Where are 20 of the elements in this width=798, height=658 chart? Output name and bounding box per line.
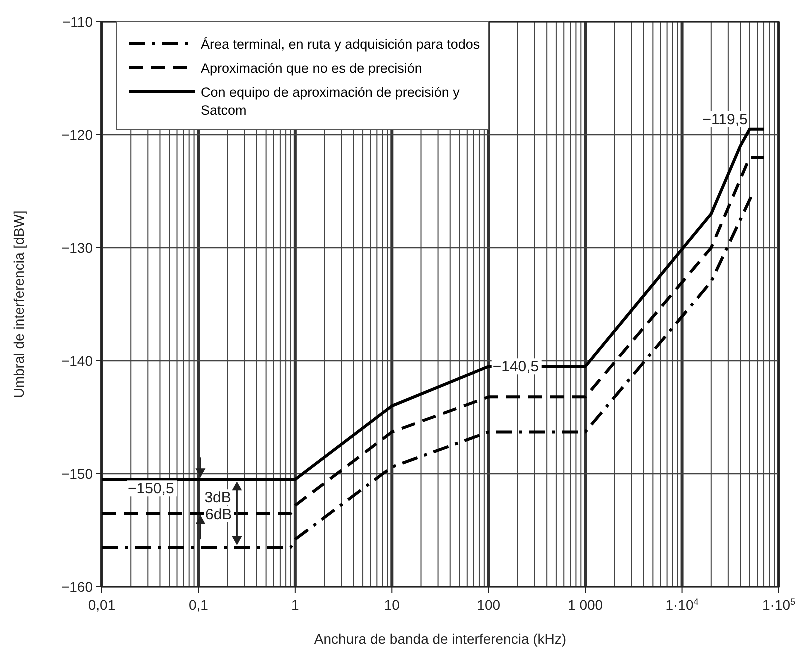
y-tick-label: −110: [62, 14, 94, 30]
legend-label: Área terminal, en ruta y adquisición para todos: [201, 37, 480, 52]
x-tick-label: 1 000: [568, 597, 604, 613]
x-axis-title: Anchura de banda de interferencia (kHz): [314, 631, 567, 647]
x-tick-label: 1·10$^{4}$: [666, 597, 699, 613]
annotation: −119,5: [702, 111, 748, 128]
x-tick-label: 1·10$^{5}$: [762, 597, 796, 613]
legend-label: Aproximación que no es de precisión: [201, 61, 422, 76]
x-tick-label: 0,1: [188, 597, 209, 613]
y-tick-label: −130: [61, 240, 94, 256]
y-tick-label: −150: [61, 466, 94, 482]
y-tick-label: −140: [61, 353, 94, 369]
x-tick-label: 1: [292, 597, 300, 613]
legend-label: Con equipo de aproximación de precisión y Satcom: [201, 85, 460, 118]
y-tick-label: −160: [61, 579, 94, 595]
x-tick-label: 10: [384, 597, 400, 613]
y-axis-title: Umbral de interferencia [dBW]: [11, 210, 27, 398]
x-tick-label: 100: [477, 597, 501, 613]
y-tick-label: −120: [61, 127, 94, 143]
x-tick-label: 0,01: [88, 597, 116, 613]
